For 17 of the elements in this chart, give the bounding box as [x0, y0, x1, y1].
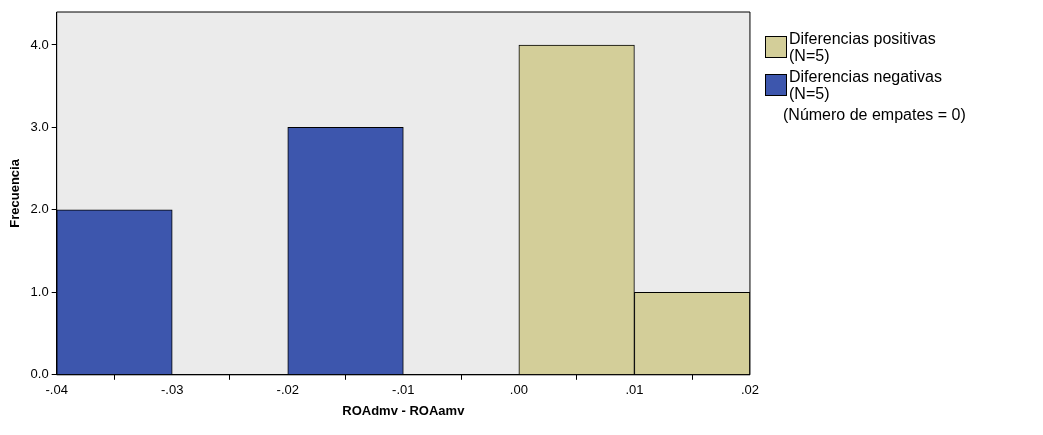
legend-label: Diferencias negativas (N=5)	[789, 68, 942, 102]
legend-label: Diferencias positivas (N=5)	[789, 30, 936, 64]
x-tick-label: .00	[509, 382, 528, 398]
x-tick-label: -.03	[161, 382, 184, 398]
y-axis-title: Frecuencia	[7, 158, 23, 228]
x-tick-label: .01	[625, 382, 644, 398]
y-tick-label: 2.0	[30, 201, 49, 217]
y-tick-label: 3.0	[30, 119, 49, 135]
y-tick-label: 0.0	[30, 366, 49, 382]
y-tick-label: 4.0	[30, 36, 49, 52]
y-tick-label: 1.0	[30, 283, 49, 299]
x-tick-label: .02	[740, 382, 759, 398]
text: (Número de empates = 0)	[782, 106, 966, 123]
x-tick-label: -.04	[45, 382, 68, 398]
x-tick-label: -.01	[392, 382, 415, 398]
x-axis-title: ROAdmv - ROAamv	[342, 402, 466, 418]
x-tick-label: -.02	[276, 382, 299, 398]
